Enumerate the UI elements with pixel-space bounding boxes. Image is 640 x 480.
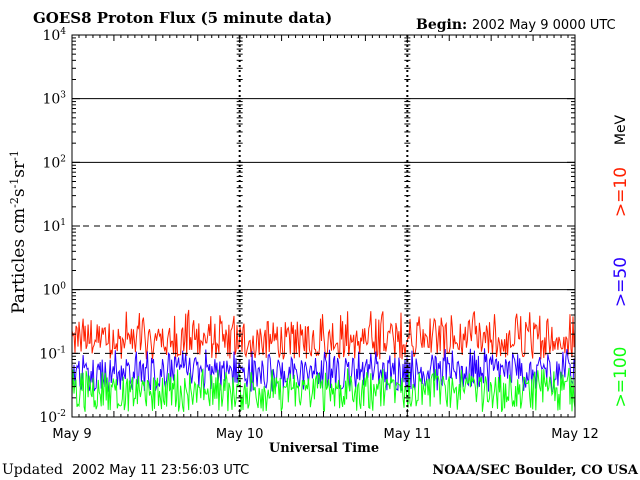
y-axis-label: Particles cm-2s-1sr-1	[8, 150, 30, 314]
plot-frame	[71, 34, 576, 418]
label-ge100: >=100	[611, 347, 631, 408]
y-tick-label: 102	[42, 154, 66, 171]
x-axis-label: Universal Time	[269, 441, 379, 456]
x-tick-label: May 12	[551, 427, 599, 442]
series-line-ge10	[71, 309, 576, 360]
series-line-ge100	[71, 367, 576, 412]
y-axis-label-sr: sr	[9, 160, 29, 178]
series-line-ge50	[71, 348, 576, 393]
updated-value: 2002 May 11 23:56:03 UTC	[72, 463, 249, 478]
x-tick-label: May 11	[384, 427, 432, 442]
y-axis-label-exp2: -1	[8, 178, 21, 189]
begin-value: 2002 May 9 0000 UTC	[472, 18, 616, 33]
y-tick-label: 100	[42, 282, 66, 299]
x-tick-label: May 10	[216, 427, 264, 442]
label-mev: MeV	[613, 114, 629, 145]
x-tick-label: May 9	[52, 427, 91, 442]
y-tick-label: 103	[42, 91, 66, 108]
y-axis-label-exp3: -1	[8, 150, 21, 161]
y-tick-label: 10-2	[39, 409, 66, 426]
series-layer	[71, 309, 576, 412]
credit-text: NOAA/SEC Boulder, CO USA	[432, 463, 639, 478]
y-tick-label: 10-1	[39, 345, 66, 362]
y-axis-label-s: s	[9, 188, 29, 197]
y-tick-labels: 10-2 10-1 100 101 102 103 104	[39, 27, 66, 426]
y-tick-label: 104	[42, 27, 66, 44]
updated-label: Updated	[2, 462, 63, 478]
label-ge10: >=10	[611, 167, 631, 217]
y-axis-label-main: Particles cm	[9, 208, 29, 314]
chart-title: GOES8 Proton Flux (5 minute data)	[33, 9, 332, 27]
begin-label: Begin:	[416, 17, 467, 33]
y-tick-label: 101	[42, 218, 66, 235]
y-axis-label-exp1: -2	[8, 197, 21, 208]
label-ge50: >=50	[611, 257, 631, 307]
x-tick-labels: May 9 May 10 May 11 May 12	[52, 427, 598, 442]
grid-layer	[71, 35, 576, 418]
